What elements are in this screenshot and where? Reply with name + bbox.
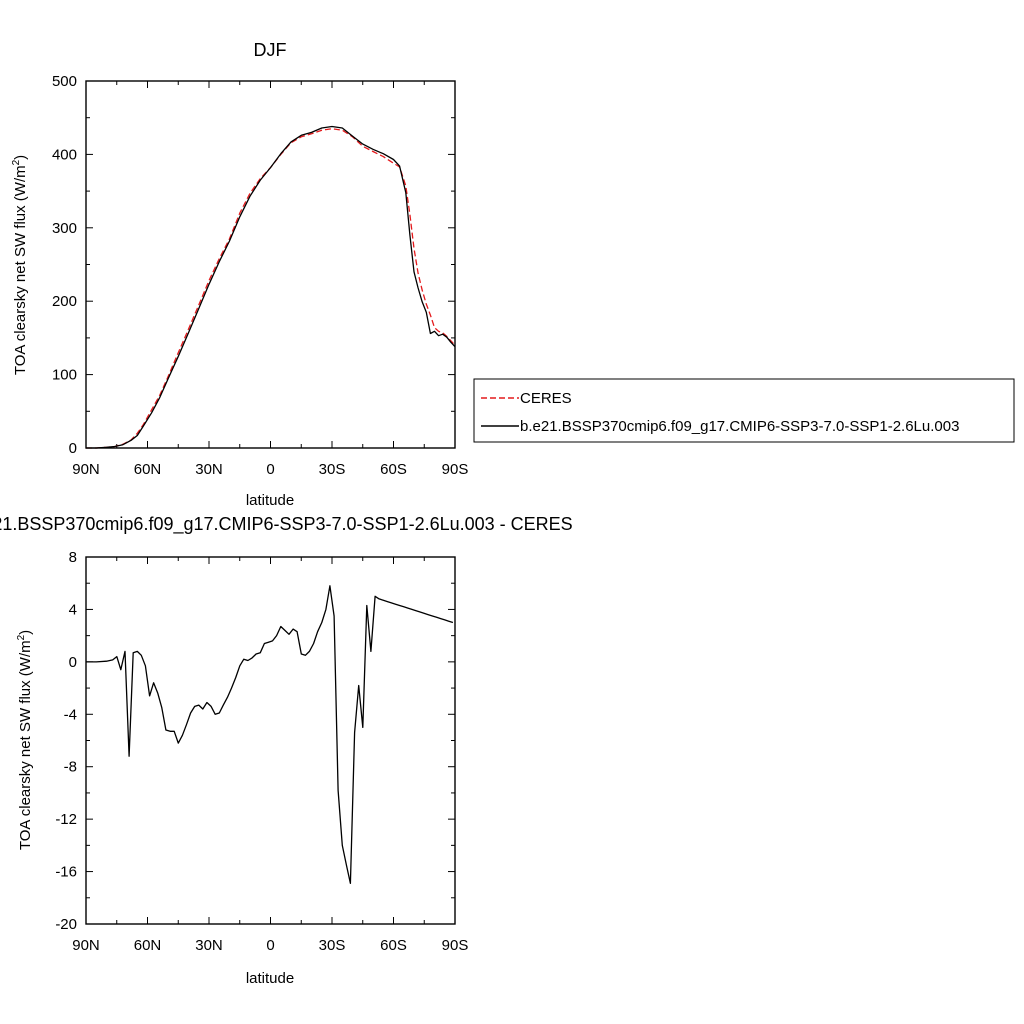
top-x-tick-label: 30N <box>195 461 223 478</box>
top-series-line-model <box>86 125 456 449</box>
bottom-plot-frame <box>85 556 456 925</box>
top-y-tick-label: 500 <box>52 73 77 90</box>
bottom-x-tick-label: 60N <box>134 937 162 954</box>
top-y-tick-label: 0 <box>69 440 77 457</box>
bottom-x-tick-label: 30S <box>319 937 346 954</box>
bottom-y-tick-label: 0 <box>69 654 77 671</box>
bottom-x-axis-label: latitude <box>246 970 294 987</box>
top-chart-title: DJF <box>254 40 287 60</box>
top-y-tick-label: 200 <box>52 293 77 310</box>
top-x-tick-label: 0 <box>266 461 274 478</box>
bottom-x-tick-label: 0 <box>266 937 274 954</box>
top-x-tick-label: 60N <box>134 461 162 478</box>
bottom-y-tick-label: -16 <box>55 864 77 881</box>
top-x-axis-label: latitude <box>246 492 294 509</box>
top-x-tick-label: 30S <box>319 461 346 478</box>
bottom-x-tick-label: 90S <box>442 937 469 954</box>
bottom-y-tick-label: -8 <box>64 759 77 776</box>
bottom-x-tick-label: 60S <box>380 937 407 954</box>
top-x-tick-label: 90S <box>442 461 469 478</box>
top-y-tick-label: 400 <box>52 146 77 163</box>
top-series-line-ceres <box>86 128 456 449</box>
legend: CERES b.e21.BSSP370cmip6.f09_g17.CMIP6-S… <box>473 378 1015 443</box>
top-y-axis-label: TOA clearsky net SW flux (W/m2) <box>11 155 29 375</box>
legend-label-model: b.e21.BSSP370cmip6.f09_g17.CMIP6-SSP3-7.… <box>520 418 959 435</box>
panel-bottom: b.e21.BSSP370cmip6.f09_g17.CMIP6-SSP3-7.… <box>0 514 573 987</box>
bottom-y-tick-label: 8 <box>69 549 77 566</box>
bottom-y-tick-label: 4 <box>69 601 77 618</box>
top-x-tick-label: 60S <box>380 461 407 478</box>
bottom-y-tick-label: -4 <box>64 706 77 723</box>
bottom-y-axis-label: TOA clearsky net SW flux (W/m2) <box>16 630 34 850</box>
top-plot-frame <box>85 80 456 449</box>
top-y-tick-label: 100 <box>52 367 77 384</box>
bottom-series-line-difference <box>86 585 454 885</box>
top-x-tick-label: 90N <box>72 461 100 478</box>
bottom-y-tick-label: -12 <box>55 811 77 828</box>
panel-top: DJF 90N 60N 30N 0 30S 60S 90S0100200300400500 … <box>11 40 1015 509</box>
bottom-x-tick-label: 90N <box>72 937 100 954</box>
top-y-tick-label: 300 <box>52 220 77 237</box>
legend-label-ceres: CERES <box>520 390 572 407</box>
bottom-x-tick-label: 30N <box>195 937 223 954</box>
bottom-chart-title: b.e21.BSSP370cmip6.f09_g17.CMIP6-SSP3-7.… <box>0 514 573 535</box>
legend-box <box>473 378 1015 443</box>
bottom-y-tick-label: -20 <box>55 916 77 933</box>
